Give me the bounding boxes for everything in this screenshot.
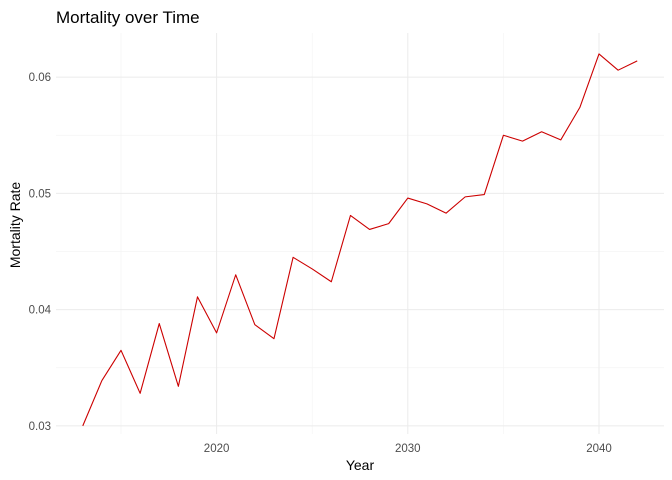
y-tick-label: 0.06 (29, 72, 51, 84)
chart-title: Mortality over Time (56, 8, 200, 27)
x-tick-label: 2040 (586, 443, 612, 455)
x-axis-label: Year (346, 457, 375, 473)
y-tick-label: 0.05 (29, 188, 51, 200)
y-tick-label: 0.03 (29, 421, 51, 433)
major-gridlines (56, 33, 664, 434)
x-axis-ticks: 2020 2030 2040 (204, 443, 612, 455)
x-tick-label: 2020 (204, 443, 230, 455)
y-tick-label: 0.04 (29, 305, 52, 317)
y-axis-label: Mortality Rate (7, 182, 23, 269)
minor-gridlines (56, 33, 664, 434)
y-axis-ticks: 0.03 0.04 0.05 0.06 (29, 72, 52, 433)
x-tick-label: 2030 (395, 443, 421, 455)
series-group (82, 53, 638, 427)
series-line (82, 53, 638, 427)
